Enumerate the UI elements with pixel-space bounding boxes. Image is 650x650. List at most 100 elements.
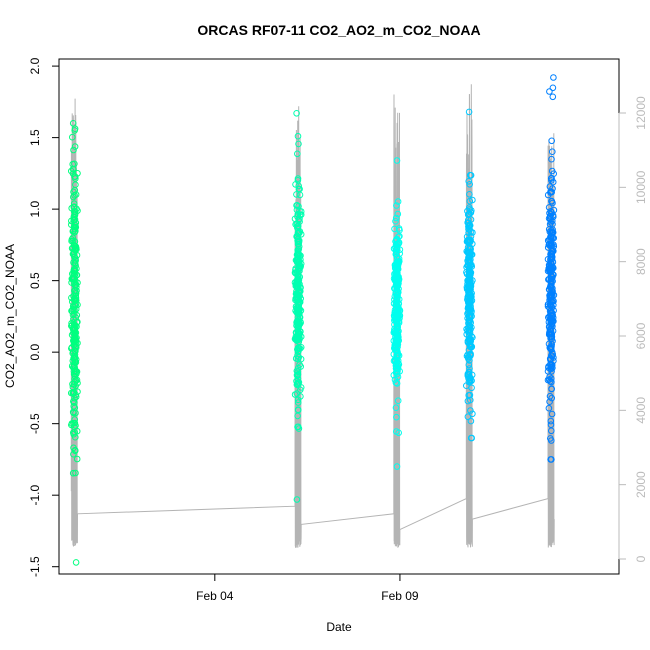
data-point xyxy=(390,312,398,319)
data-point xyxy=(467,336,475,343)
data-point xyxy=(293,496,301,503)
data-point xyxy=(466,329,474,336)
data-point xyxy=(393,341,401,348)
altitude-tick-label: 10000 xyxy=(634,170,648,204)
data-point xyxy=(548,394,556,402)
data-point xyxy=(547,356,554,364)
data-point xyxy=(547,345,554,353)
y-tick-label: -0.5 xyxy=(28,413,42,434)
data-point xyxy=(73,427,81,435)
data-point xyxy=(465,178,473,185)
data-point xyxy=(393,283,401,291)
altitude-line xyxy=(70,84,555,548)
data-point xyxy=(391,285,399,293)
data-point xyxy=(393,330,401,338)
data-points xyxy=(68,74,558,566)
data-point xyxy=(466,268,474,276)
data-point xyxy=(395,360,402,367)
data-point xyxy=(70,193,77,201)
data-point xyxy=(544,376,552,384)
data-point xyxy=(546,240,553,248)
data-point xyxy=(466,340,473,348)
data-point xyxy=(297,355,305,363)
data-point xyxy=(294,175,302,182)
y-tick-label: 2.0 xyxy=(28,57,42,74)
data-point xyxy=(293,257,301,265)
data-point xyxy=(294,132,302,140)
data-point xyxy=(393,413,400,421)
data-point xyxy=(393,428,400,435)
data-point xyxy=(294,336,302,344)
data-point xyxy=(295,345,303,353)
data-point xyxy=(465,229,472,237)
data-point xyxy=(549,93,557,101)
x-axis: Feb 04 Feb 09 xyxy=(196,574,419,603)
data-point xyxy=(295,203,302,210)
data-point xyxy=(466,197,474,205)
data-point xyxy=(71,363,78,370)
data-point xyxy=(72,382,79,390)
data-point xyxy=(468,333,475,340)
data-point xyxy=(293,191,300,198)
data-point xyxy=(295,310,303,318)
data-point xyxy=(294,381,302,388)
data-point xyxy=(295,423,302,431)
data-point xyxy=(294,248,302,255)
data-point xyxy=(70,370,78,378)
data-point xyxy=(549,178,557,186)
data-point xyxy=(296,320,303,328)
data-point xyxy=(294,240,302,248)
data-point xyxy=(467,244,474,252)
data-point xyxy=(548,177,555,184)
data-point xyxy=(294,399,302,406)
data-point xyxy=(549,199,556,207)
data-point xyxy=(392,214,400,222)
data-point xyxy=(549,148,556,155)
y-tick-label: 1.5 xyxy=(28,129,42,146)
data-point xyxy=(467,374,474,382)
data-point xyxy=(293,281,301,288)
data-point xyxy=(72,469,79,477)
data-point xyxy=(294,295,302,302)
data-point xyxy=(295,284,302,291)
data-point xyxy=(393,157,401,164)
data-point xyxy=(547,284,555,291)
data-point xyxy=(71,186,79,194)
data-point xyxy=(548,248,556,255)
data-point xyxy=(465,270,473,277)
altitude-tracks xyxy=(70,84,555,548)
y-axis-label: CO2_AO2_m_CO2_NOAA xyxy=(3,244,17,388)
data-point xyxy=(71,143,79,150)
data-point xyxy=(294,379,302,386)
data-point xyxy=(393,236,400,244)
data-point xyxy=(548,378,555,386)
data-point xyxy=(293,110,300,117)
data-point xyxy=(392,217,399,225)
data-point xyxy=(465,305,473,312)
data-point xyxy=(550,74,557,81)
data-point xyxy=(296,334,303,342)
data-point xyxy=(547,456,554,463)
data-point xyxy=(468,384,475,392)
data-point xyxy=(391,356,399,363)
data-point xyxy=(294,368,302,376)
data-point xyxy=(395,275,403,283)
data-point xyxy=(74,318,81,326)
data-point xyxy=(466,256,473,264)
data-point xyxy=(296,288,303,295)
data-point xyxy=(548,268,555,275)
data-point xyxy=(393,202,400,209)
data-point xyxy=(295,251,303,258)
data-point xyxy=(72,305,80,313)
data-point xyxy=(549,350,557,358)
data-point xyxy=(71,221,78,228)
data-point xyxy=(70,409,77,417)
data-point xyxy=(465,108,473,116)
data-point xyxy=(548,385,555,393)
data-point xyxy=(393,463,401,470)
data-point xyxy=(70,390,77,398)
data-point xyxy=(547,417,555,425)
data-point xyxy=(465,225,472,233)
data-point xyxy=(549,290,556,297)
data-point xyxy=(392,379,400,387)
